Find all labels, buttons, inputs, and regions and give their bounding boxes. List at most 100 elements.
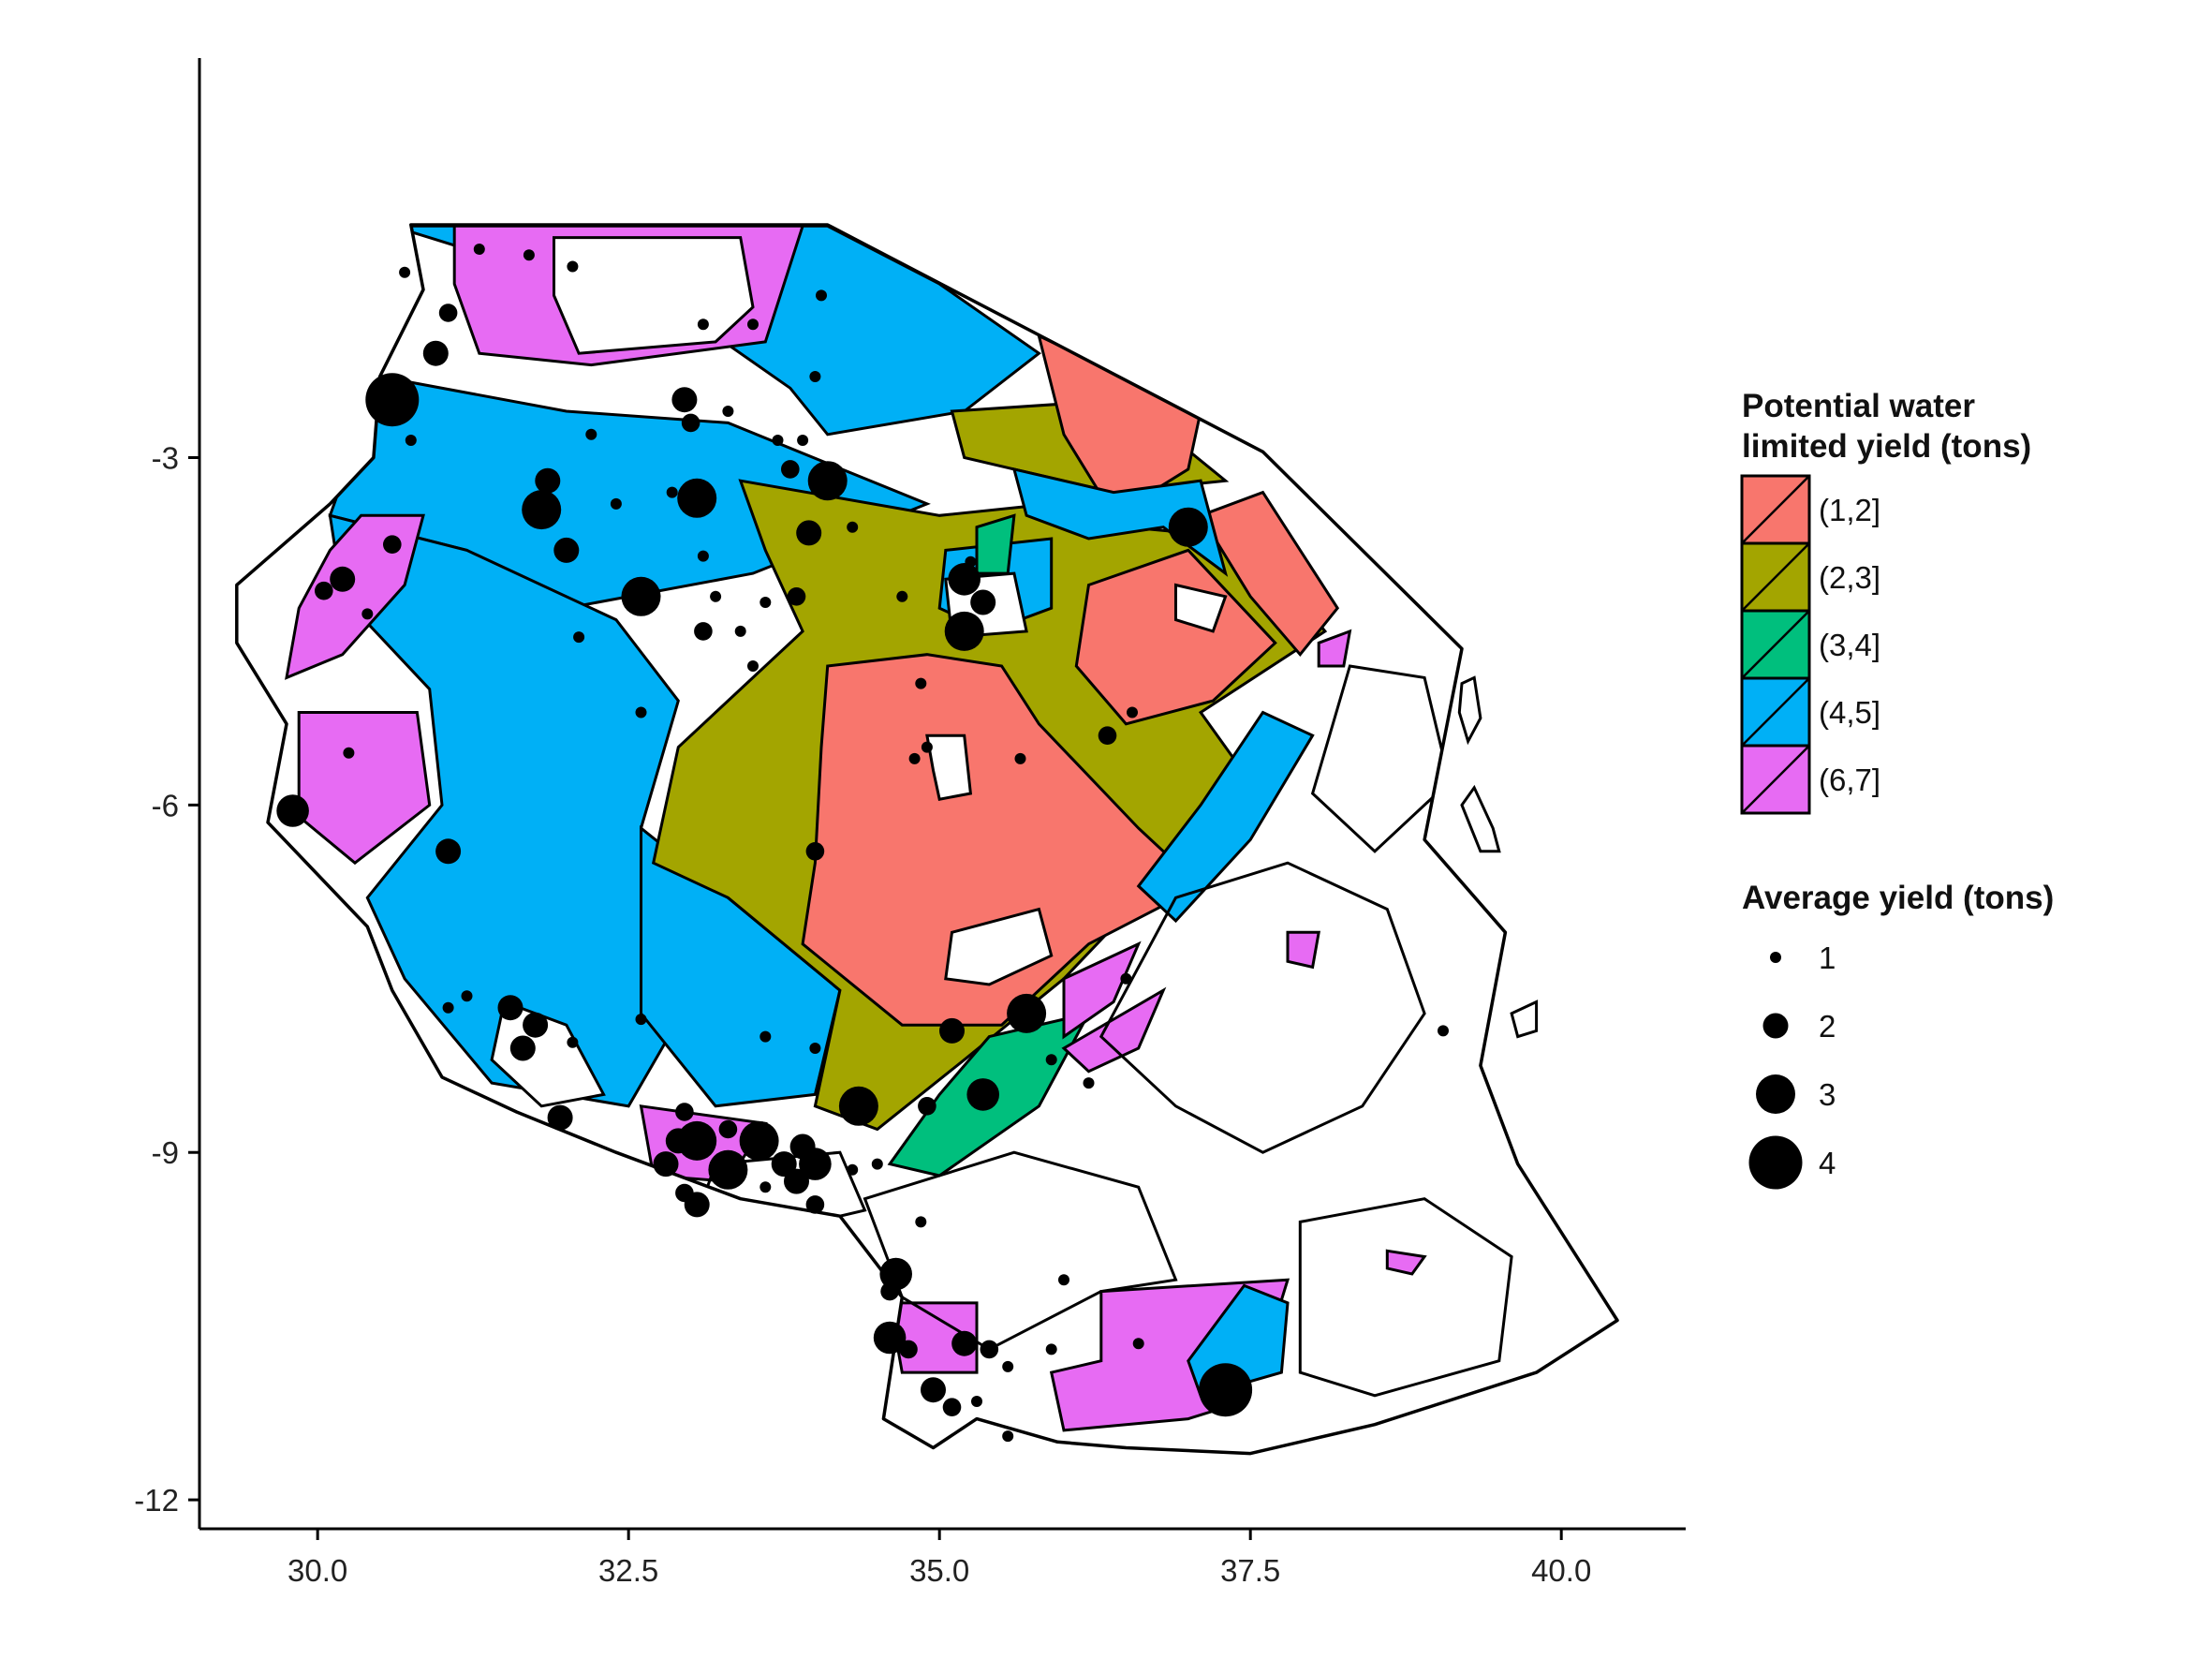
legend-label-class_2_3: (2,3] <box>1819 560 1880 595</box>
yield-point <box>739 1120 779 1161</box>
yield-region-class_6_7 <box>1286 930 1320 970</box>
yield-point <box>918 1097 936 1116</box>
yield-region-class_3_4 <box>975 513 1016 575</box>
island-outline <box>1510 1000 1539 1039</box>
fill-legend-title-line2: limited yield (tons) <box>1742 428 2031 465</box>
yield-point <box>710 590 722 602</box>
legend-key-slash <box>1741 677 1810 747</box>
size-legend-label: 4 <box>1819 1146 1836 1180</box>
size-legend-label: 2 <box>1819 1009 1836 1044</box>
zone-boundary <box>1298 1197 1513 1398</box>
size-legend-dot <box>1762 1013 1789 1039</box>
map-layer <box>235 223 1619 1456</box>
yield-point <box>365 373 420 427</box>
yield-point <box>759 1030 772 1043</box>
yield-point <box>759 1181 772 1193</box>
y-tick-label: -3 <box>152 440 179 475</box>
yield-regions <box>285 225 1513 1432</box>
x-tick-label: 40.0 <box>1531 1553 1591 1588</box>
yield-region-class_1_2 <box>1074 548 1277 726</box>
yield-point <box>908 752 921 764</box>
x-tick-label: 32.5 <box>598 1553 658 1588</box>
legend-label-class_3_4: (3,4] <box>1819 628 1880 662</box>
yield-point <box>805 1195 825 1214</box>
yield-point <box>939 1017 965 1044</box>
yield-region-class_6_7 <box>1317 629 1352 668</box>
yield-point <box>547 1104 573 1131</box>
yield-point <box>1014 752 1026 764</box>
yield-point <box>772 435 784 446</box>
yield-region-class_6_7 <box>1062 941 1142 1040</box>
x-tick-label: 37.5 <box>1220 1553 1280 1588</box>
yield-point <box>697 550 709 562</box>
yield-point <box>567 1036 579 1048</box>
yield-region-class_1_2 <box>1198 490 1340 658</box>
y-tick-label: -6 <box>152 788 179 822</box>
no-data-area <box>944 907 1054 986</box>
y-axis-ticks: -3 -6 -9 -12 <box>134 440 199 1518</box>
yield-point <box>473 244 485 255</box>
yield-point <box>809 371 821 382</box>
yield-point <box>1002 1360 1014 1372</box>
yield-point <box>799 1148 832 1180</box>
x-tick-label: 35.0 <box>909 1553 969 1588</box>
yield-region-class_4_5 <box>1011 467 1229 577</box>
yield-points-layer <box>276 244 1449 1443</box>
fill-legend-title-line1: Potential water <box>1742 388 1975 424</box>
yield-point <box>383 535 402 554</box>
yield-point <box>315 581 333 600</box>
legend-key-slash <box>1741 475 1810 544</box>
no-data-area <box>553 236 755 355</box>
yield-point <box>915 1216 927 1228</box>
yield-point <box>567 260 579 273</box>
yield-point <box>787 587 806 606</box>
yield-point <box>435 838 462 865</box>
yield-point <box>971 1396 982 1407</box>
yield-point <box>681 413 700 433</box>
yield-point <box>1002 1430 1014 1443</box>
size-legend-dot <box>1770 952 1781 963</box>
yield-point <box>497 995 524 1021</box>
yield-point <box>1058 1274 1069 1286</box>
zone-boundary <box>1310 664 1452 853</box>
yield-point <box>573 631 585 644</box>
yield-point <box>671 387 698 413</box>
yield-point <box>708 1149 748 1190</box>
yield-point <box>970 589 996 615</box>
yield-point <box>1045 1343 1057 1355</box>
legend-key-slash <box>1741 610 1810 679</box>
yield-point <box>980 1340 999 1359</box>
yield-region-class_4_5 <box>1136 710 1315 924</box>
island-outline <box>1457 675 1482 746</box>
yield-point <box>809 1043 821 1054</box>
yield-point <box>944 611 984 651</box>
yield-point <box>734 625 746 637</box>
yield-point <box>330 566 356 592</box>
yield-point <box>1438 1025 1449 1037</box>
yield-point <box>965 555 977 568</box>
size-legend-label: 1 <box>1819 941 1836 975</box>
yield-point <box>718 1119 738 1139</box>
yield-point <box>697 318 709 331</box>
yield-point <box>879 1257 912 1291</box>
yield-point <box>1120 972 1132 985</box>
yield-point <box>921 1377 946 1403</box>
yield-point <box>610 497 622 510</box>
yield-point <box>361 608 374 620</box>
yield-region-class_1_2 <box>801 653 1203 1027</box>
yield-point <box>461 990 473 1002</box>
yield-point <box>781 460 800 479</box>
legend: Potential water limited yield (tons) (1,… <box>1740 388 2054 1190</box>
x-axis-ticks: 30.0 32.5 35.0 37.5 40.0 <box>288 1529 1591 1588</box>
yield-point <box>948 563 981 596</box>
yield-point <box>1132 1338 1144 1350</box>
legend-key-slash <box>1741 542 1810 612</box>
no-data-area <box>925 733 973 801</box>
yield-point <box>694 622 713 641</box>
yield-point <box>635 1014 647 1026</box>
yield-point <box>807 461 848 501</box>
yield-point <box>1007 993 1047 1033</box>
yield-point <box>838 1086 878 1126</box>
x-tick-label: 30.0 <box>288 1553 347 1588</box>
zone-boundary <box>1099 861 1426 1154</box>
